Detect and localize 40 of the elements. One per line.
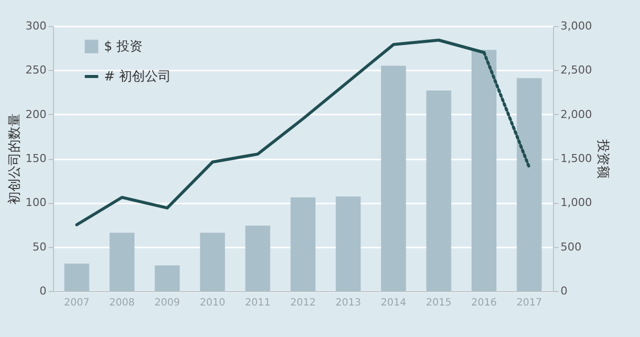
- y2-tick-label: 2,500: [560, 64, 592, 77]
- y2-tick-label: 0: [560, 284, 568, 298]
- y2-tick-label: 1,000: [560, 196, 592, 210]
- x-tick-label: 2015: [426, 298, 452, 308]
- y2-axis-title: 投资额: [594, 138, 610, 178]
- bar: [110, 232, 134, 291]
- x-tick-label: 2009: [154, 298, 180, 308]
- x-tick-label: 2012: [290, 298, 316, 308]
- bar: [200, 232, 225, 291]
- bar: [472, 50, 496, 291]
- bar: [154, 265, 180, 291]
- x-tick-label: 2017: [516, 298, 542, 308]
- bar: [336, 196, 361, 291]
- bar: [426, 90, 452, 291]
- bar: [516, 78, 542, 291]
- x-tick-label: 2016: [471, 298, 497, 308]
- x-tick-label: 2010: [200, 298, 226, 308]
- y-tick-label: 300: [26, 20, 46, 32]
- legend-label: # 初创公司: [104, 70, 172, 84]
- x-tick-label: 2013: [336, 298, 361, 308]
- y-tick-label: 200: [26, 108, 46, 121]
- x-tick-label: 2011: [245, 298, 270, 308]
- y2-tick-label: 3,000: [560, 20, 592, 32]
- y2-tick-label: 1,500: [560, 152, 592, 165]
- y-tick-label: 0: [40, 284, 46, 298]
- x-tick-label: 2008: [109, 298, 135, 308]
- bar: [64, 264, 90, 291]
- y2-tick-label: 500: [560, 240, 582, 254]
- legend-label: $ 投资: [104, 40, 142, 54]
- bar: [381, 66, 406, 291]
- y-tick-label: 250: [26, 64, 46, 77]
- y-axis-title: 初创公司的数量: [8, 114, 23, 204]
- bar: [245, 226, 270, 291]
- y2-tick-label: 2,000: [560, 108, 592, 121]
- x-tick-label: 2014: [380, 298, 406, 308]
- y-tick-label: 150: [26, 152, 46, 165]
- y-tick-label: 100: [26, 196, 46, 210]
- y-tick-label: 50: [32, 240, 46, 254]
- bar: [290, 197, 316, 291]
- x-tick-label: 2007: [64, 298, 90, 308]
